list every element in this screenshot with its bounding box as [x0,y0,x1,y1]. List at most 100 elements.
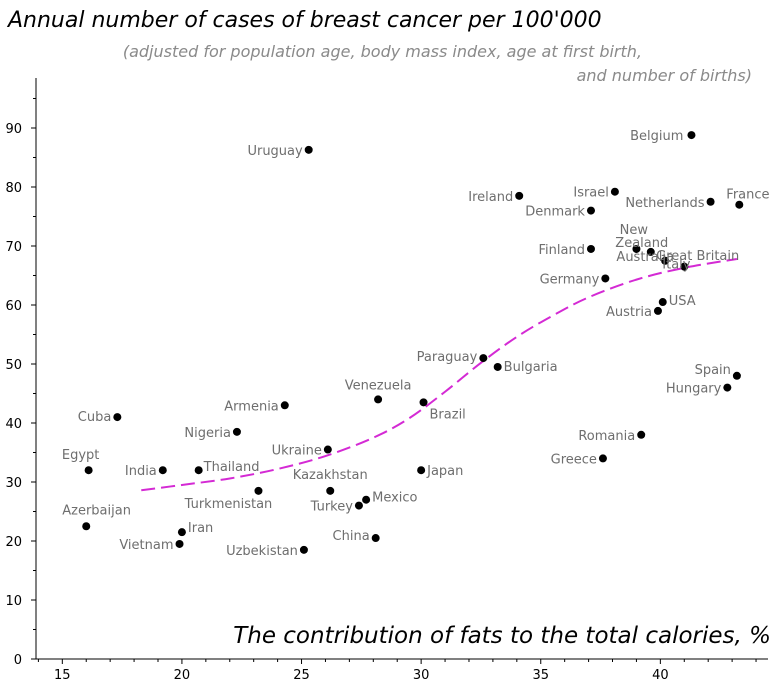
data-point [515,191,524,200]
point-label: Italy [662,258,691,273]
data-point [254,486,263,495]
chart-title: Annual number of cases of breast cancer … [6,8,602,33]
data-point [194,466,203,475]
point-label: Spain [695,363,731,378]
axes [35,78,768,660]
data-point [646,247,655,256]
point-label: Turkey [310,500,354,515]
x-tick-label: 20 [174,668,191,683]
data-point [586,244,595,253]
x-tick-label: 40 [652,668,669,683]
point-label: Great Britain [656,249,739,264]
point-label: France [726,188,769,203]
data-point [632,244,641,253]
point-label: Bulgaria [504,360,558,375]
data-point [82,522,91,531]
data-point [598,454,607,463]
y-tick-label: 20 [5,535,22,550]
data-point [417,466,426,475]
point-label: USA [669,294,696,309]
data-point [177,528,186,537]
point-label: New Zealand [615,223,668,251]
point-label: Uzbekistan [226,544,298,559]
trend-line [141,257,738,492]
x-tick-label: 30 [413,668,430,683]
point-label: Germany [540,272,600,287]
point-label: Finland [539,243,585,258]
y-tick-label: 90 [5,122,22,137]
y-tick-label: 30 [5,476,22,491]
point-label: Vietnam [119,538,173,553]
data-point [323,445,332,454]
point-label: Japan [426,464,463,479]
data-point [687,131,696,140]
data-point [680,262,689,271]
chart-subtitle-line1: (adjusted for population age, body mass … [123,42,642,61]
x-tick-label: 15 [54,668,71,683]
data-point [371,534,380,543]
y-ticks: 0 10 20 30 40 50 60 70 80 90 [5,98,36,668]
point-label: Uruguay [247,144,303,159]
chart-subtitle-line2: and number of births) [577,66,752,85]
data-point [419,398,428,407]
y-tick-label: 50 [5,358,22,373]
point-label: Mexico [372,491,417,506]
point-label: Cuba [78,410,112,425]
point-labels: Uruguay Belgium Israel Ireland Denmark Nether… [62,129,770,559]
data-point [735,200,744,209]
point-label: Ireland [468,190,513,205]
point-label: Iran [188,521,213,536]
data-point [723,383,732,392]
point-label: Israel [573,186,609,201]
point-label: Belgium [630,129,683,144]
data-point [84,466,93,475]
point-label: Greece [551,452,597,467]
y-tick-label: 10 [5,594,22,609]
y-tick-label: 60 [5,299,22,314]
data-point [732,371,741,380]
data-point [661,256,670,265]
data-point [304,145,313,154]
y-tick-label: 80 [5,181,22,196]
x-ticks: 15 20 25 30 35 40 [37,659,757,683]
data-point [113,413,122,422]
x-axis-label: The contribution of fats to the total ca… [233,623,771,649]
data-point [653,306,662,315]
point-label: India [125,464,157,479]
point-label: Azerbaijan [62,503,131,518]
data-point [326,486,335,495]
data-point [232,427,241,436]
point-label: Turkmenistan [184,497,273,512]
data-point [362,495,371,504]
x-tick-label: 35 [532,668,549,683]
point-label: Venezuela [345,378,412,393]
data-point [601,274,610,283]
point-label: Brazil [430,407,466,422]
data-point [706,197,715,206]
data-points [82,131,744,554]
point-label: Romania [578,429,635,444]
data-point [479,354,488,363]
point-label: Australia [616,250,674,265]
data-point [374,395,383,404]
y-tick-label: 70 [5,240,22,255]
point-label: Thailand [203,460,260,475]
data-point [280,401,289,410]
x-tick-label: 25 [293,668,310,683]
point-label: Austria [606,305,652,320]
y-tick-label: 0 [14,653,22,668]
data-point [610,187,619,196]
data-point [158,466,167,475]
data-point [637,430,646,439]
point-label: Egypt [62,448,100,463]
point-label: Armenia [224,399,279,414]
data-point [299,545,308,554]
data-point [493,362,502,371]
point-label: China [333,529,370,544]
point-label: Kazakhstan [293,468,368,483]
point-label: Netherlands [625,196,704,211]
point-label: Paraguay [417,350,478,365]
data-point [586,206,595,215]
data-point [658,298,667,307]
